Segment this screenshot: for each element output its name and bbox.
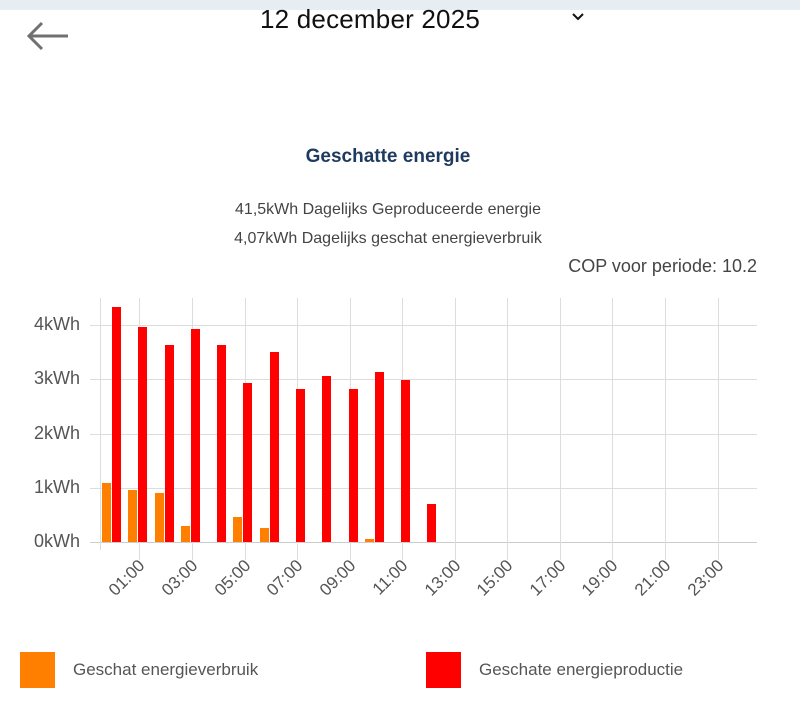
legend-item-production[interactable]: Geschate energieproductie bbox=[426, 652, 683, 688]
bar-production[interactable] bbox=[401, 379, 411, 542]
back-button[interactable] bbox=[26, 20, 70, 52]
bar-production[interactable] bbox=[374, 372, 384, 542]
gridline-horizontal bbox=[90, 325, 757, 326]
bar-consumption[interactable] bbox=[128, 489, 138, 542]
bar-production[interactable] bbox=[112, 307, 121, 542]
y-axis-label: 0kWh bbox=[33, 531, 80, 551]
consumed-energy-summary: 4,07kWh Dagelijks geschat energieverbrui… bbox=[234, 230, 542, 247]
bar-consumption[interactable] bbox=[180, 526, 190, 542]
gridline-vertical bbox=[507, 298, 508, 560]
x-axis-label: 21:00 bbox=[630, 556, 675, 600]
date-selector[interactable]: 12 december 2025 bbox=[260, 4, 480, 34]
gridline-vertical bbox=[612, 298, 613, 560]
bar-production[interactable] bbox=[217, 345, 227, 542]
gridline-horizontal bbox=[90, 542, 757, 543]
gridline-vertical bbox=[718, 298, 719, 560]
x-axis-label: 17:00 bbox=[525, 556, 570, 600]
gridline-horizontal bbox=[90, 433, 757, 435]
legend-label: Geschat energieverbruik bbox=[73, 660, 259, 679]
bar-production[interactable] bbox=[164, 345, 174, 542]
bar-production[interactable] bbox=[138, 327, 148, 542]
y-axis-label: 3kWh bbox=[33, 368, 80, 389]
cop-value: COP voor periode: 10.2 bbox=[568, 256, 757, 276]
x-axis-label: 07:00 bbox=[263, 556, 307, 600]
gridline-vertical bbox=[560, 298, 561, 560]
bar-consumption[interactable] bbox=[364, 539, 374, 542]
chart-title: Geschatte energie bbox=[305, 146, 471, 167]
gridline-horizontal bbox=[90, 379, 757, 381]
y-axis-label: 2kWh bbox=[33, 422, 80, 443]
x-axis-label: 13:00 bbox=[420, 556, 465, 600]
bar-production[interactable] bbox=[427, 504, 437, 542]
bar-production[interactable] bbox=[269, 352, 279, 542]
x-axis-label: 01:00 bbox=[105, 556, 149, 600]
energy-bar-chart: 0kWh 1kWh 2kWh 3kWh 4kWh 01:00 03:00 05:00 07:00… bbox=[0, 290, 800, 630]
x-axis-label: 15:00 bbox=[473, 556, 517, 600]
y-axis-label: 4kWh bbox=[33, 314, 80, 334]
top-bar bbox=[0, 0, 800, 10]
bar-production[interactable] bbox=[190, 328, 200, 542]
x-axis-label: 23:00 bbox=[683, 556, 728, 600]
x-axis-label: 05:00 bbox=[210, 556, 254, 600]
date-label: 12 december 2025 bbox=[260, 3, 481, 34]
bar-production[interactable] bbox=[243, 383, 253, 542]
gridline-vertical bbox=[455, 298, 456, 560]
bar-consumption[interactable] bbox=[233, 517, 243, 542]
legend-item-consumption[interactable]: Geschat energieverbruik bbox=[20, 652, 258, 688]
legend-swatch-red bbox=[426, 652, 461, 688]
bar-production[interactable] bbox=[322, 375, 332, 542]
bar-production[interactable] bbox=[348, 389, 358, 542]
x-axis-label: 19:00 bbox=[578, 556, 622, 600]
chevron-down-icon[interactable] bbox=[571, 12, 585, 22]
bar-consumption[interactable] bbox=[154, 493, 164, 542]
x-axis-label: 11:00 bbox=[369, 556, 412, 599]
gridline-horizontal bbox=[90, 487, 757, 489]
arrow-left-icon bbox=[26, 21, 68, 51]
x-axis-label: 09:00 bbox=[315, 556, 360, 600]
y-axis-label: 1kWh bbox=[33, 476, 80, 497]
gridline-vertical bbox=[665, 298, 666, 560]
bar-production[interactable] bbox=[295, 389, 305, 542]
bar-consumption[interactable] bbox=[102, 482, 111, 542]
legend-swatch-orange bbox=[20, 652, 55, 688]
legend-label: Geschate energieproductie bbox=[479, 660, 684, 679]
produced-energy-summary: 41,5kWh Dagelijks Geproduceerde energie bbox=[235, 201, 541, 218]
gridline-vertical bbox=[100, 298, 101, 550]
x-axis-label: 03:00 bbox=[157, 556, 202, 600]
bar-consumption[interactable] bbox=[259, 527, 269, 542]
